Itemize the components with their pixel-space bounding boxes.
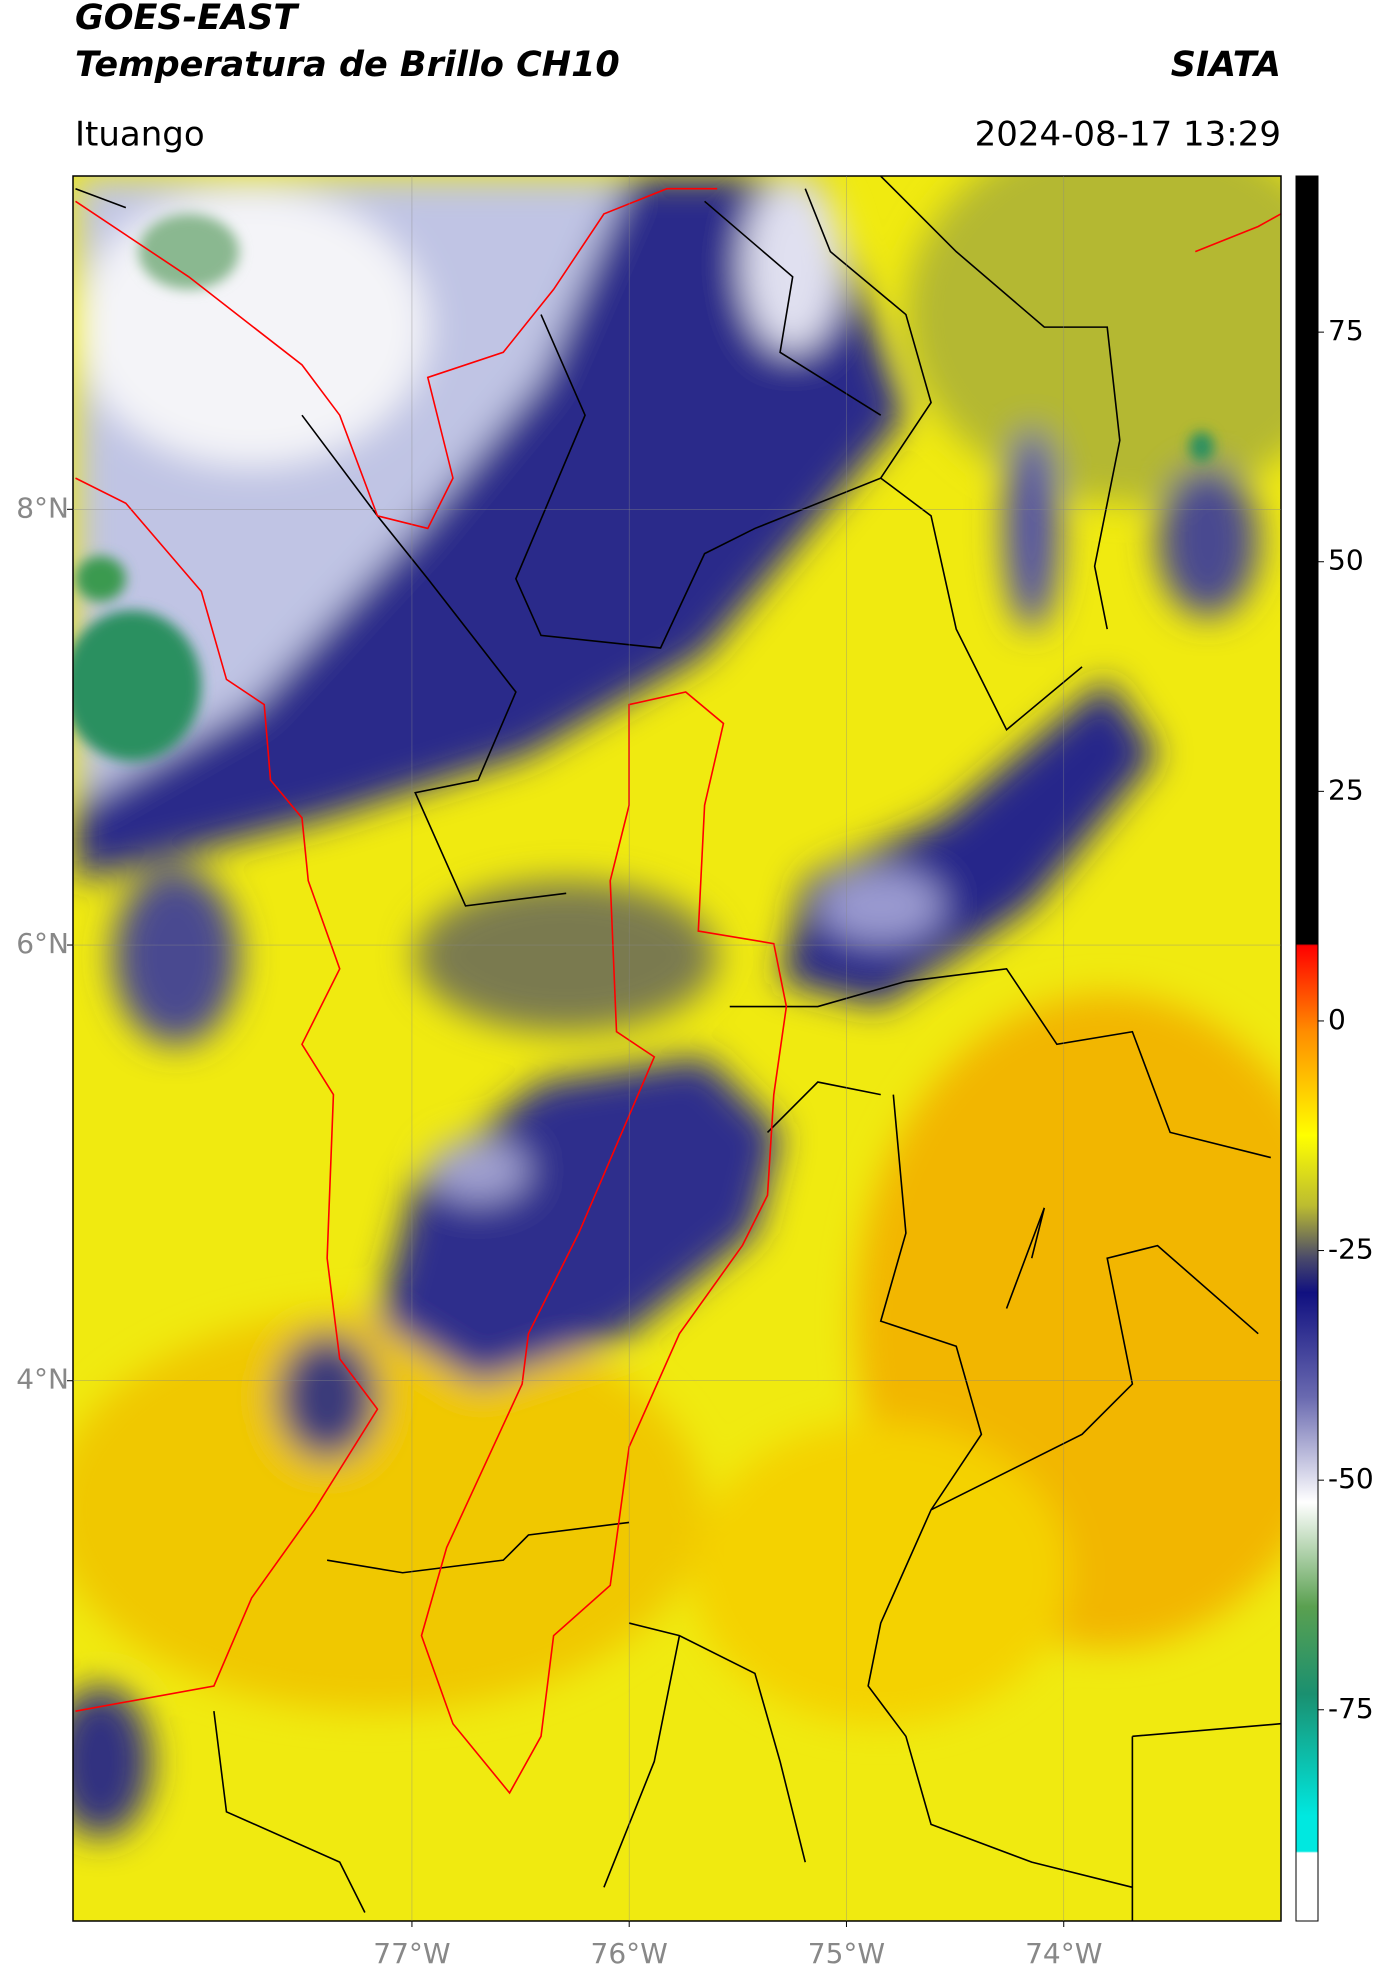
colorbar-tick-label: 75 bbox=[1328, 314, 1364, 347]
datetime: 2024-08-17 13:29 bbox=[975, 115, 1281, 155]
colorbar-tick-label: 50 bbox=[1328, 544, 1364, 577]
colorbar-tick-label: 0 bbox=[1328, 1003, 1346, 1036]
colorbar-tick-label: 25 bbox=[1328, 773, 1364, 806]
lon-tick-label: 76°W bbox=[591, 1937, 668, 1970]
lon-tick-label: 74°W bbox=[1025, 1937, 1102, 1970]
colorbar-tick-label: -50 bbox=[1328, 1462, 1374, 1495]
title: GOES-EAST bbox=[75, 0, 300, 38]
location: Ituango bbox=[75, 115, 205, 155]
subtitle: Temperatura de Brillo CH10 bbox=[75, 45, 620, 85]
colorbar-tick-label: -25 bbox=[1328, 1233, 1374, 1266]
lon-tick-label: 75°W bbox=[808, 1937, 885, 1970]
colorbar-tick-label: -75 bbox=[1328, 1692, 1374, 1725]
colorbar bbox=[1295, 175, 1319, 1922]
satellite-image bbox=[73, 176, 1281, 1921]
lat-tick-label: 6°N bbox=[16, 927, 69, 960]
lon-tick-label: 77°W bbox=[373, 1937, 450, 1970]
lat-tick-label: 4°N bbox=[16, 1363, 69, 1396]
org: SIATA bbox=[1171, 45, 1281, 85]
lat-tick-label: 8°N bbox=[16, 491, 69, 524]
map-frame bbox=[72, 175, 1282, 1922]
